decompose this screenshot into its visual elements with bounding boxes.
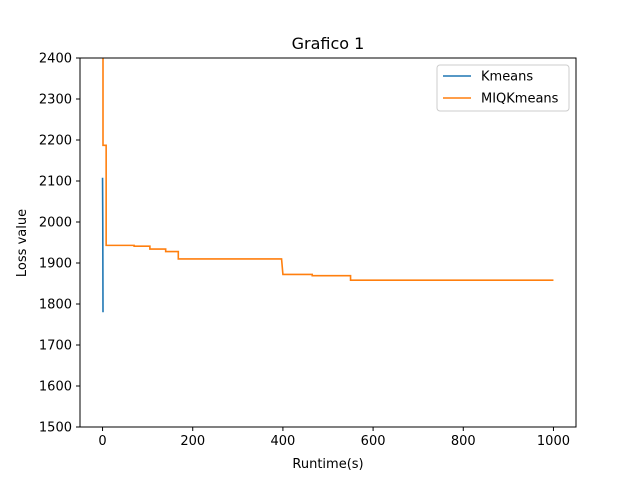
axes: 0 200 400 600 800 1000 1500 1600 1700 1800 1900 200… <box>39 52 577 449</box>
plot-frame <box>79 57 577 428</box>
x-tick-label: 200 <box>180 434 205 449</box>
legend-label-miqkmeans: MIQKmeans <box>481 92 559 107</box>
y-tick-label: 1700 <box>39 339 72 354</box>
y-tick-label: 2200 <box>39 134 72 149</box>
x-axis-label: Runtime(s) <box>292 457 363 472</box>
x-tick-label: 800 <box>451 434 476 449</box>
y-tick-label: 1800 <box>39 298 72 313</box>
x-tick-label: 600 <box>361 434 386 449</box>
y-tick-label: 2000 <box>39 216 72 231</box>
chart-title: Grafico 1 <box>292 34 365 53</box>
y-tick-label: 1600 <box>39 380 72 395</box>
y-tick-label: 2100 <box>39 175 72 190</box>
legend: Kmeans MIQKmeans <box>436 64 570 112</box>
series-line-miqkmeans <box>102 58 554 282</box>
y-tick-label: 1500 <box>39 421 72 436</box>
legend-label-kmeans: Kmeans <box>481 70 533 85</box>
y-tick-label: 2400 <box>39 52 72 67</box>
plot-area <box>101 58 554 313</box>
y-axis-label: Loss value <box>15 209 30 277</box>
x-tick-label: 1000 <box>537 434 570 449</box>
y-tick-label: 1900 <box>39 257 72 272</box>
y-tick-label: 2300 <box>39 93 72 108</box>
x-tick-label: 0 <box>98 434 106 449</box>
x-tick-label: 400 <box>270 434 295 449</box>
